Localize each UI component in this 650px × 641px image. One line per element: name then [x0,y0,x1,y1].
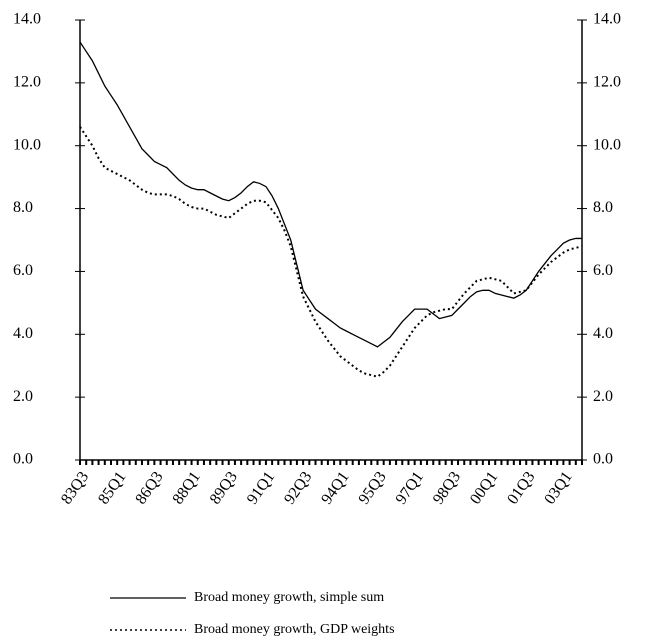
y-tick-label: 6.0 [13,262,33,279]
x-tick-label: 03Q1 [541,469,575,508]
y-tick-label: 12.0 [13,74,41,91]
x-tick-label: 92Q3 [281,469,315,508]
series-line [79,41,582,348]
x-tick-label: 91Q1 [244,469,278,508]
y2-tick-label: 14.0 [593,11,621,28]
x-tick-label: 94Q1 [318,469,352,508]
y-tick-label: 0.0 [13,451,33,468]
y2-tick-label: 10.0 [593,136,621,153]
y-tick-label: 14.0 [13,11,41,28]
x-tick-label: 01Q3 [504,469,538,508]
x-tick-label: 98Q3 [430,469,464,508]
y2-tick-label: 8.0 [593,199,613,216]
y2-tick-label: 2.0 [593,388,613,405]
y2-tick-label: 0.0 [593,451,613,468]
y-tick-label: 2.0 [13,388,33,405]
x-tick-label: 89Q3 [207,469,241,508]
x-tick-label: 97Q1 [393,469,427,508]
y-tick-label: 8.0 [13,199,33,216]
y2-tick-label: 4.0 [593,325,613,342]
x-tick-label: 86Q3 [132,469,166,508]
y2-tick-label: 6.0 [593,262,613,279]
x-tick-label: 88Q1 [170,469,204,508]
x-tick-label: 83Q3 [58,469,92,508]
x-tick-label: 95Q3 [355,469,389,508]
y-tick-label: 10.0 [13,136,41,153]
y2-tick-label: 12.0 [593,74,621,91]
series-line [79,126,583,378]
legend-label: Broad money growth, simple sum [194,590,384,605]
x-tick-label: 00Q1 [467,469,501,508]
y-tick-label: 4.0 [13,325,33,342]
legend-label: Broad money growth, GDP weights [194,622,395,637]
x-tick-label: 85Q1 [95,469,129,508]
